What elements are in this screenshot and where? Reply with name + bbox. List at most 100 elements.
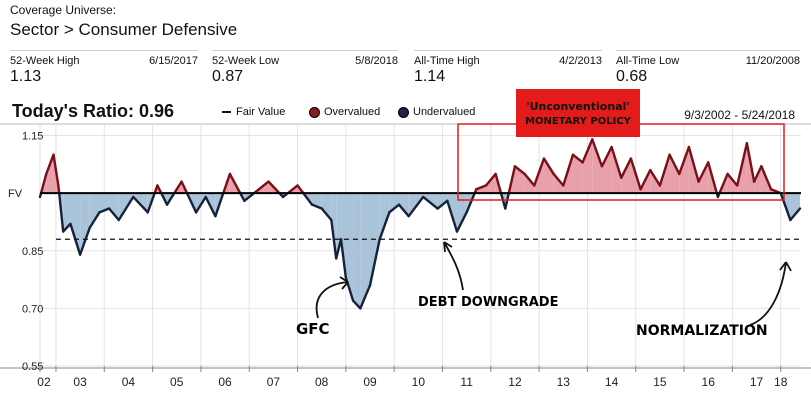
unconventional-policy-label-box: [516, 89, 640, 137]
undervalued-area: [379, 193, 390, 240]
y-tick-label: 0.85: [22, 246, 43, 258]
undervalued-area: [345, 193, 354, 301]
overvalued-line-segment: [484, 172, 497, 187]
undervalued-line-segment: [243, 191, 256, 203]
stat-52-week-low: 52-Week Low 5/8/2018 0.87: [212, 50, 398, 95]
overvalued-area: [669, 154, 680, 194]
legend-overvalued: Overvalued: [309, 106, 380, 118]
undervalued-line-segment: [78, 226, 91, 256]
y-axis-ticks: 0.55 0.70 0.85 1.15 FV: [8, 131, 43, 373]
x-tick-label: 02: [37, 375, 51, 389]
normalization-arrow-icon: [749, 261, 787, 326]
undervalued-line-segment: [204, 195, 217, 218]
undervalued-area: [70, 193, 81, 255]
undervalued-line-segment: [194, 195, 207, 214]
undervalued-line-segment: [397, 203, 410, 218]
gfc-arrowhead-icon: [339, 276, 349, 290]
undervalued-line-segment: [310, 203, 323, 210]
normalization-arrowhead-icon: [779, 261, 792, 272]
undervalued-line-segment: [339, 238, 348, 279]
x-tick-label: 18: [774, 375, 788, 389]
fv-tick-label: FV: [8, 188, 23, 200]
undervalued-line-segment: [421, 195, 439, 210]
stat-date: 11/20/2008: [745, 55, 800, 67]
overvalued-line-segment: [697, 161, 710, 183]
undervalued-area: [456, 193, 467, 232]
undervalued-line-segment: [465, 191, 476, 214]
undervalued-area: [790, 193, 801, 221]
date-range: 9/3/2002 - 5/24/2018: [684, 108, 795, 122]
undervalued-line-segment: [165, 191, 176, 206]
gfc-arrow-icon: [315, 281, 349, 319]
legend-fair-value: Fair Value: [222, 106, 285, 118]
stat-label: 52-Week Low: [212, 55, 280, 67]
debt-annotation: Debt downgrade: [418, 295, 558, 310]
overvalued-line-segment: [571, 153, 584, 164]
undervalued-line-segment: [499, 191, 507, 210]
undervalued-line-segment: [185, 191, 198, 214]
undervalued-line-segment: [368, 238, 381, 287]
undervalued-area: [63, 193, 71, 232]
x-tick-label: 04: [122, 375, 136, 389]
debt-arrow-icon: [443, 241, 464, 291]
stat-date: 6/15/2017: [149, 55, 198, 67]
fair-value-dash-icon: [222, 111, 231, 113]
undervalued-area: [89, 193, 100, 228]
overvalued-line-segment: [620, 157, 633, 179]
undervalued-line-segment: [117, 195, 135, 222]
overvalued-line-segment: [252, 180, 270, 195]
stat-date: 5/8/2018: [355, 55, 398, 67]
undervalued-area: [360, 193, 371, 309]
overvalued-area: [679, 147, 689, 194]
overvalued-line-segment: [156, 184, 163, 195]
legend-label: Fair Value: [236, 106, 286, 118]
overvalued-line-segment: [513, 165, 526, 176]
undervalued-line-segment: [378, 211, 391, 241]
stat-label: 52-Week High: [10, 55, 80, 67]
undervalued-area: [109, 193, 119, 221]
stat-label: All-Time High: [414, 55, 480, 67]
series-lines: [38, 138, 802, 310]
undervalued-line-segment: [320, 207, 333, 222]
overvalued-line-segment: [523, 172, 536, 187]
overvalued-line-segment: [475, 184, 488, 191]
overvalued-area: [524, 173, 535, 194]
overvalued-line-segment: [639, 168, 652, 191]
undervalued-dot-icon: [398, 106, 409, 118]
breadcrumb: Sector > Consumer Defensive: [10, 20, 238, 39]
overvalued-line-segment: [533, 157, 546, 187]
overvalued-line-segment: [267, 180, 281, 195]
overvalued-line-segment: [507, 165, 517, 195]
overvalued-line-segment: [687, 145, 700, 183]
overvalued-line-segment: [228, 172, 242, 195]
ratio-label: Today's Ratio:: [12, 101, 134, 121]
x-tick-label: 17: [750, 375, 764, 389]
coverage-label: Coverage Universe:: [10, 3, 117, 17]
overvalued-area: [553, 173, 564, 194]
area-fills: [40, 139, 801, 309]
overvalued-line-segment: [678, 145, 691, 176]
undervalued-line-segment: [160, 191, 169, 206]
overvalued-area: [601, 147, 612, 194]
overvalued-line-segment: [600, 145, 613, 168]
stat-value: 0.68: [616, 68, 648, 85]
overvalued-area: [592, 139, 602, 194]
overvalued-line-segment: [658, 153, 671, 187]
overvalued-line-segment: [173, 180, 183, 195]
stat-all-time-low: All-Time Low 11/20/2008 0.68: [616, 50, 800, 95]
x-tick-label: 08: [315, 375, 329, 389]
overvalued-line-segment: [57, 184, 61, 195]
undervalued-area: [398, 193, 409, 217]
overvalued-dot-icon: [309, 106, 320, 118]
undervalued-line-segment: [214, 191, 225, 218]
overvalued-line-segment: [726, 172, 739, 187]
undervalued-line-segment: [132, 195, 149, 214]
undervalued-line-segment: [330, 218, 338, 260]
overvalued-line-segment: [649, 168, 662, 187]
stat-all-time-high: All-Time High 4/2/2013 1.14: [414, 50, 602, 95]
debt-arrowhead-icon: [443, 241, 453, 253]
undervalued-line-segment: [359, 284, 372, 310]
x-tick-label: 16: [702, 375, 716, 389]
overvalued-area: [582, 139, 593, 194]
undervalued-line-segment: [57, 191, 65, 233]
